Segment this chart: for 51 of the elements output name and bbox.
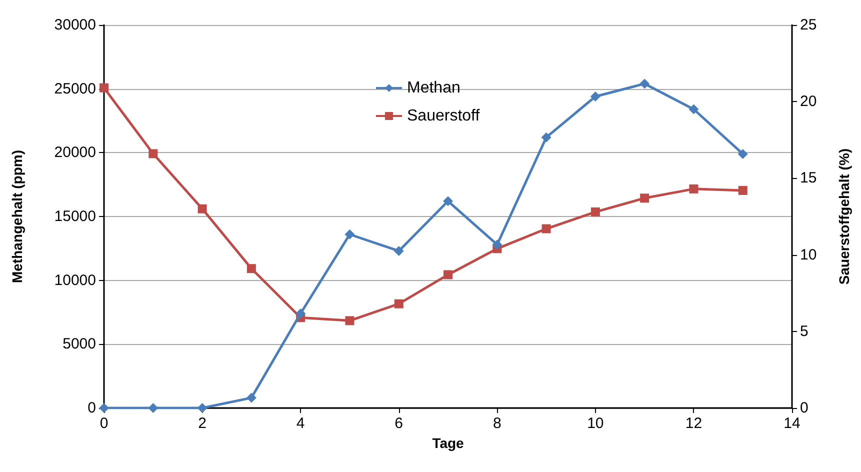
x-axis-title: Tage [432,435,464,451]
x-tick-label: 0 [100,415,108,432]
y-tick-label: 20000 [54,144,96,162]
x-tick-label: 10 [587,415,604,432]
legend-label: Sauerstoff [407,108,480,124]
point [688,104,699,114]
point [197,403,208,413]
x-tick-label: 8 [492,415,502,432]
x-tick-label: 4 [296,415,305,432]
y-tick-label: 5000 [62,336,96,353]
point [394,299,404,308]
y2-axis-title: Sauerstoffgehalt (%) [836,148,852,285]
point [541,132,552,142]
x-tick-label: 12 [685,415,702,432]
point [590,207,600,216]
y2-tick-label: 20 [800,93,817,110]
y-tick-label: 10000 [54,272,96,289]
x-tick-label: 2 [198,415,206,432]
point [590,91,600,102]
x-tick-label: 6 [394,415,404,432]
y-tick-label: 15000 [54,208,96,225]
y2-tick-label: 0 [800,400,808,416]
point [640,194,650,203]
x-tick-label: 14 [784,415,800,432]
point [246,264,256,274]
point [345,316,354,326]
y-tick-label: 0 [88,400,96,416]
point [344,229,355,240]
y2-tick-label: 15 [800,170,817,187]
point [296,308,306,319]
point [640,78,650,89]
point [148,403,158,413]
point [100,83,108,92]
y2-tick-label: 5 [800,322,808,340]
point [492,240,502,250]
point [689,184,698,194]
point [444,270,452,280]
point [738,186,748,195]
point [148,149,158,158]
point [738,148,748,159]
y-tick-label: 30000 [54,16,96,34]
point [246,392,256,403]
y2-tick-label: 25 [800,16,817,34]
y-tick-label: 25000 [54,80,96,98]
point [394,246,404,256]
point [198,204,207,214]
legend-label: Methan [407,80,460,96]
y2-tick-label: 10 [800,246,817,264]
point [443,196,453,206]
point [542,224,551,234]
y-axis-title: Methangehalt (ppm) [9,150,25,283]
